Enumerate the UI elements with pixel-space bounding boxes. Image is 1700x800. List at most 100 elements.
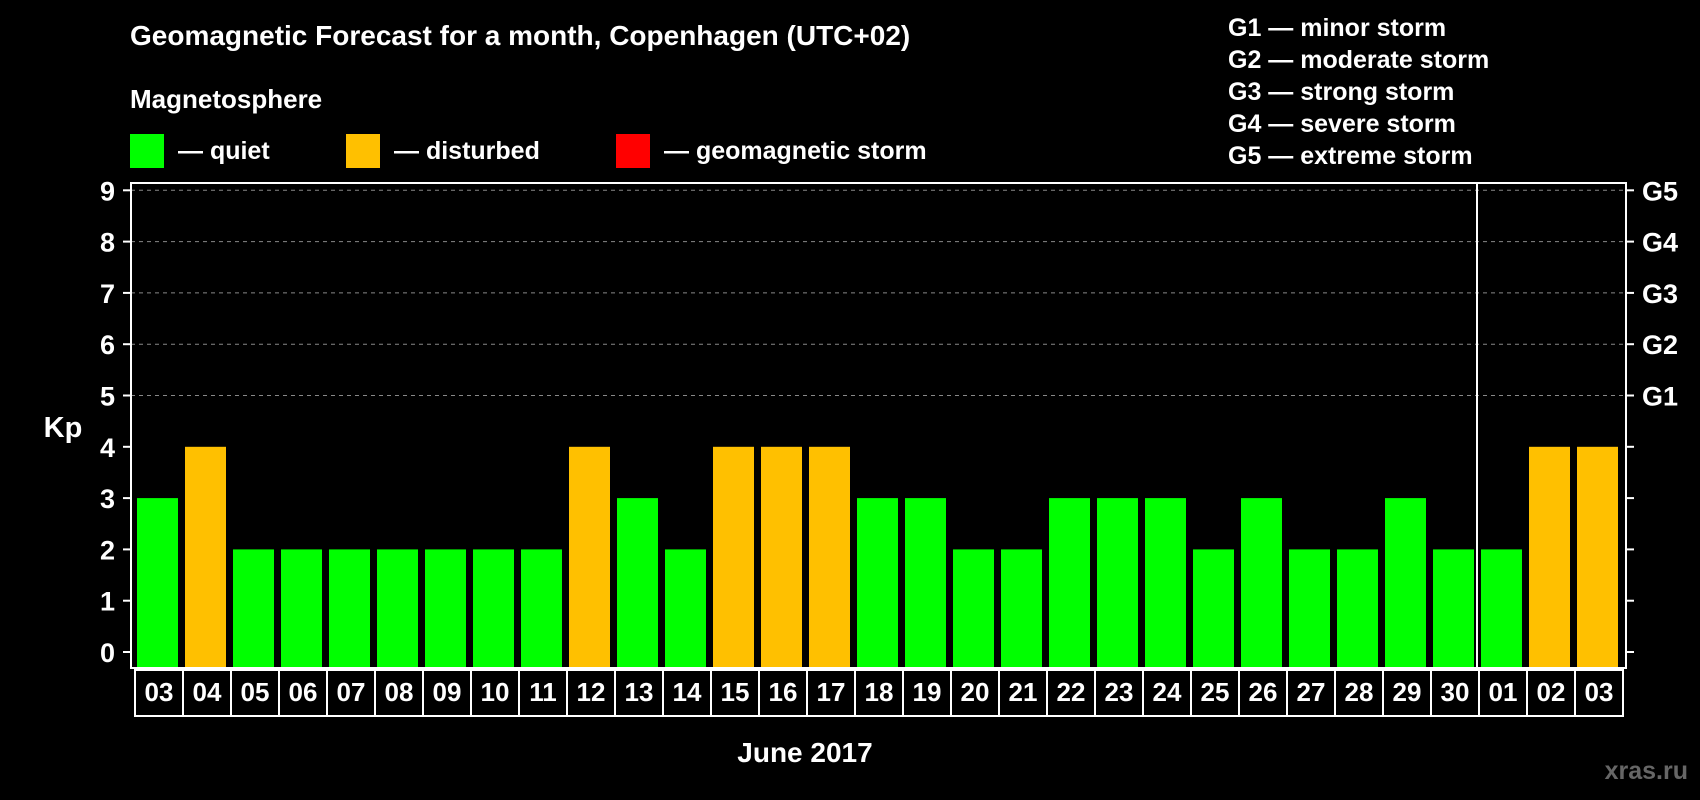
chart-title: Geomagnetic Forecast for a month, Copenh… (130, 20, 911, 51)
y-tick-label: 3 (100, 484, 115, 514)
x-tick-label: 05 (241, 677, 270, 707)
x-tick-label: 29 (1393, 677, 1422, 707)
bar (473, 549, 514, 668)
y-tick-label: 8 (100, 228, 115, 258)
plot-frame (130, 182, 1627, 669)
y-tick-label: 6 (100, 330, 115, 360)
bar (1529, 446, 1570, 668)
bar (761, 446, 802, 668)
bar (713, 446, 754, 668)
x-tick-label: 03 (1585, 677, 1614, 707)
legend-item-disturbed: — disturbed (346, 134, 540, 168)
bar (281, 549, 322, 668)
g2-description: G2 — moderate storm (1228, 46, 1490, 74)
bar (665, 549, 706, 668)
g1-description: G1 — minor storm (1228, 14, 1447, 42)
x-date-cell (1574, 669, 1624, 717)
x-tick-label: 17 (817, 677, 846, 707)
bar (1577, 446, 1618, 668)
y-tick-label: 2 (100, 535, 115, 565)
bar (425, 549, 466, 668)
x-tick-label: 08 (385, 677, 414, 707)
bar (137, 498, 178, 668)
bar (1049, 498, 1090, 668)
y-tick-label: 7 (100, 279, 115, 309)
x-tick-label: 26 (1249, 677, 1278, 707)
x-tick-label: 20 (961, 677, 990, 707)
bar (1001, 549, 1042, 668)
x-tick-label: 11 (529, 677, 557, 707)
y-tick-label: 1 (100, 587, 115, 617)
y-axis-ticks: 0 1 2 3 4 5 6 7 8 9 (100, 176, 1634, 668)
legend-label-quiet: — quiet (178, 136, 270, 165)
g-level-tick-label: G3 (1642, 279, 1678, 309)
y-tick-label: 0 (100, 638, 115, 668)
x-tick-label: 27 (1297, 677, 1326, 707)
grid-lines (131, 189, 1626, 397)
legend-label-disturbed: — disturbed (394, 136, 540, 165)
legend-label-storm: — geomagnetic storm (664, 136, 927, 165)
x-tick-label: 14 (673, 677, 702, 707)
bar (1145, 498, 1186, 668)
legend-item-quiet: — quiet (130, 134, 270, 168)
watermark: xras.ru (1604, 757, 1688, 785)
y-tick-label: 4 (100, 433, 115, 463)
g-level-tick-label: G2 (1642, 330, 1678, 360)
bar (809, 446, 850, 668)
bar (1097, 498, 1138, 668)
legend-item-storm: — geomagnetic storm (616, 134, 927, 168)
legend-heading: Magnetosphere (130, 84, 323, 114)
bar (521, 549, 562, 668)
y-tick-label: 5 (100, 382, 115, 412)
x-tick-label: 07 (337, 677, 366, 707)
x-tick-label: 13 (625, 677, 654, 707)
bar (1241, 498, 1282, 668)
g3-description: G3 — strong storm (1228, 78, 1455, 106)
bar (569, 446, 610, 668)
bars (137, 446, 1618, 668)
x-tick-label: 16 (769, 677, 798, 707)
bar (1385, 498, 1426, 668)
bar (1481, 549, 1522, 668)
x-tick-label: 24 (1153, 677, 1182, 707)
y-tick-label: 9 (100, 176, 115, 206)
g-level-tick-label: G5 (1642, 176, 1678, 206)
bar (233, 549, 274, 668)
x-tick-label: 28 (1345, 677, 1374, 707)
x-tick-label: 25 (1201, 677, 1230, 707)
bar (857, 498, 898, 668)
g-level-tick-label: G1 (1642, 382, 1678, 412)
g-level-tick-label: G4 (1642, 228, 1678, 258)
bar (905, 498, 946, 668)
bar (1337, 549, 1378, 668)
g4-description: G4 — severe storm (1228, 110, 1456, 138)
x-tick-label: 30 (1441, 677, 1470, 707)
bar (1193, 549, 1234, 668)
x-tick-label: 09 (433, 677, 462, 707)
x-tick-label: 21 (1009, 677, 1038, 707)
x-tick-label: 03 (145, 677, 174, 707)
bar (617, 498, 658, 668)
x-axis-label: June 2017 (737, 737, 873, 768)
x-tick-label: 19 (913, 677, 942, 707)
legend-swatch-disturbed (346, 134, 380, 168)
bar (329, 549, 370, 668)
legend-swatch-storm (616, 134, 650, 168)
x-tick-label: 18 (865, 677, 894, 707)
x-tick-label: 22 (1057, 677, 1086, 707)
x-tick-label: 23 (1105, 677, 1134, 707)
bar (1433, 549, 1474, 668)
x-axis-date-cells: 03 04 05 06 07 08 09 10 11 12 13 14 15 16 17 18 19 20 21 22… (134, 669, 1624, 717)
x-tick-label: 01 (1489, 677, 1518, 707)
g-level-axis-ticks: G1 G2 G3 G4 G5 (1642, 176, 1678, 411)
bar (185, 446, 226, 668)
bar (377, 549, 418, 668)
x-tick-label: 10 (481, 677, 510, 707)
bar (1289, 549, 1330, 668)
bar (953, 549, 994, 668)
x-tick-label: 02 (1537, 677, 1566, 707)
storm-level-legend: G1 — minor storm G2 — moderate storm G3 … (1228, 12, 1489, 172)
x-tick-label: 04 (193, 677, 222, 707)
g5-description: G5 — extreme storm (1228, 142, 1473, 170)
